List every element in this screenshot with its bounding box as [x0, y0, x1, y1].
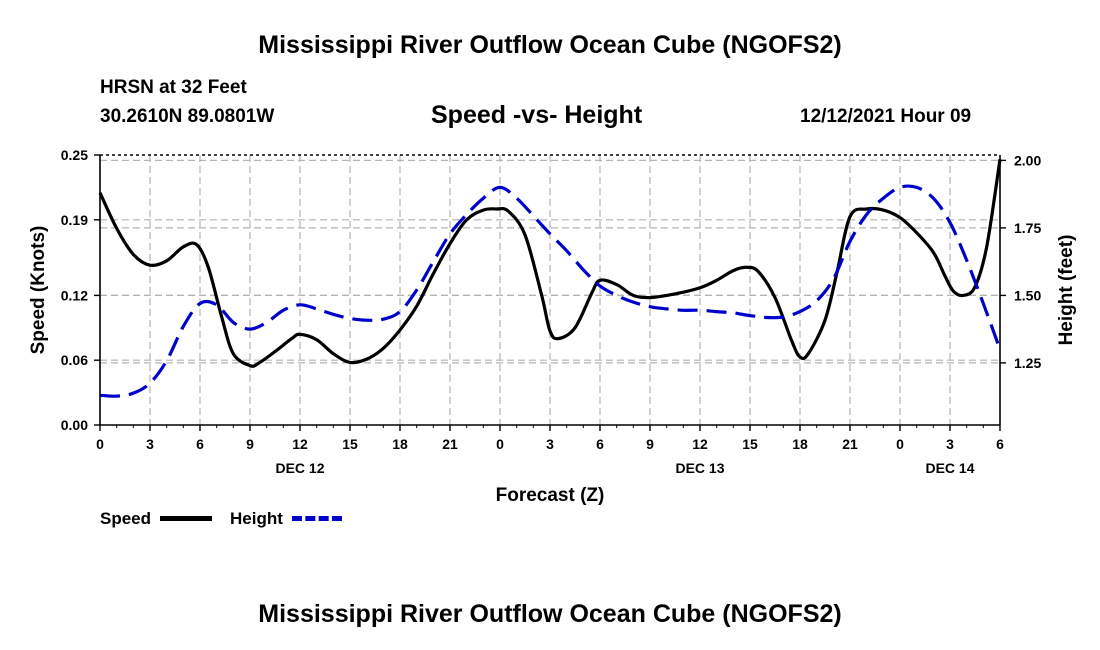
x-tick-label: 0 — [496, 436, 504, 452]
x-tick-label: 15 — [742, 436, 758, 452]
x-tick-label: 0 — [896, 436, 904, 452]
legend-height-swatch — [292, 516, 342, 521]
x-tick-label: 21 — [442, 436, 458, 452]
date-label: DEC 14 — [925, 460, 974, 476]
x-tick-label: 3 — [146, 436, 154, 452]
y2-axis-label: Height (feet) — [1056, 235, 1077, 346]
date-label: DEC 13 — [675, 460, 724, 476]
y-axis-label: Speed (Knots) — [28, 226, 49, 355]
y2-tick-label: 1.50 — [1014, 287, 1041, 303]
legend-height-label: Height — [230, 509, 283, 528]
x-tick-label: 15 — [342, 436, 358, 452]
x-tick-label: 6 — [596, 436, 604, 452]
page-title: Mississippi River Outflow Ocean Cube (NG… — [258, 31, 842, 59]
legend-speed-label: Speed — [100, 509, 152, 528]
station-label: HRSN at 32 Feet — [100, 77, 247, 98]
station-coordinates: 30.2610N 89.0801W — [100, 106, 275, 127]
legend-speed-swatch — [160, 516, 212, 521]
x-tick-label: 18 — [792, 436, 808, 452]
chart-title: Speed -vs- Height — [431, 101, 643, 129]
forecast-timestamp: 12/12/2021 Hour 09 — [800, 106, 972, 127]
x-tick-label: 9 — [646, 436, 654, 452]
x-tick-label: 3 — [946, 436, 954, 452]
x-tick-label: 12 — [692, 436, 708, 452]
y-tick-label: 0.12 — [61, 287, 88, 303]
y2-tick-label: 1.25 — [1014, 355, 1041, 371]
x-axis-label: Forecast (Z) — [496, 485, 605, 506]
y2-tick-label: 2.00 — [1014, 152, 1041, 168]
date-label: DEC 12 — [275, 460, 324, 476]
y-tick-label: 0.06 — [61, 352, 88, 368]
x-tick-label: 3 — [546, 436, 554, 452]
x-tick-label: 12 — [292, 436, 308, 452]
y2-tick-label: 1.75 — [1014, 220, 1041, 236]
x-tick-label: 0 — [96, 436, 104, 452]
x-tick-label: 21 — [842, 436, 858, 452]
x-tick-label: 6 — [996, 436, 1004, 452]
x-tick-label: 9 — [246, 436, 254, 452]
y-tick-label: 0.00 — [61, 417, 88, 433]
page-title-repeat: Mississippi River Outflow Ocean Cube (NG… — [258, 600, 842, 628]
y-tick-label: 0.25 — [61, 147, 88, 163]
y-tick-label: 0.19 — [61, 212, 88, 228]
series-line-speed — [98, 159, 1002, 368]
x-tick-label: 6 — [196, 436, 204, 452]
series-line-height — [99, 184, 1002, 398]
x-tick-label: 18 — [392, 436, 408, 452]
